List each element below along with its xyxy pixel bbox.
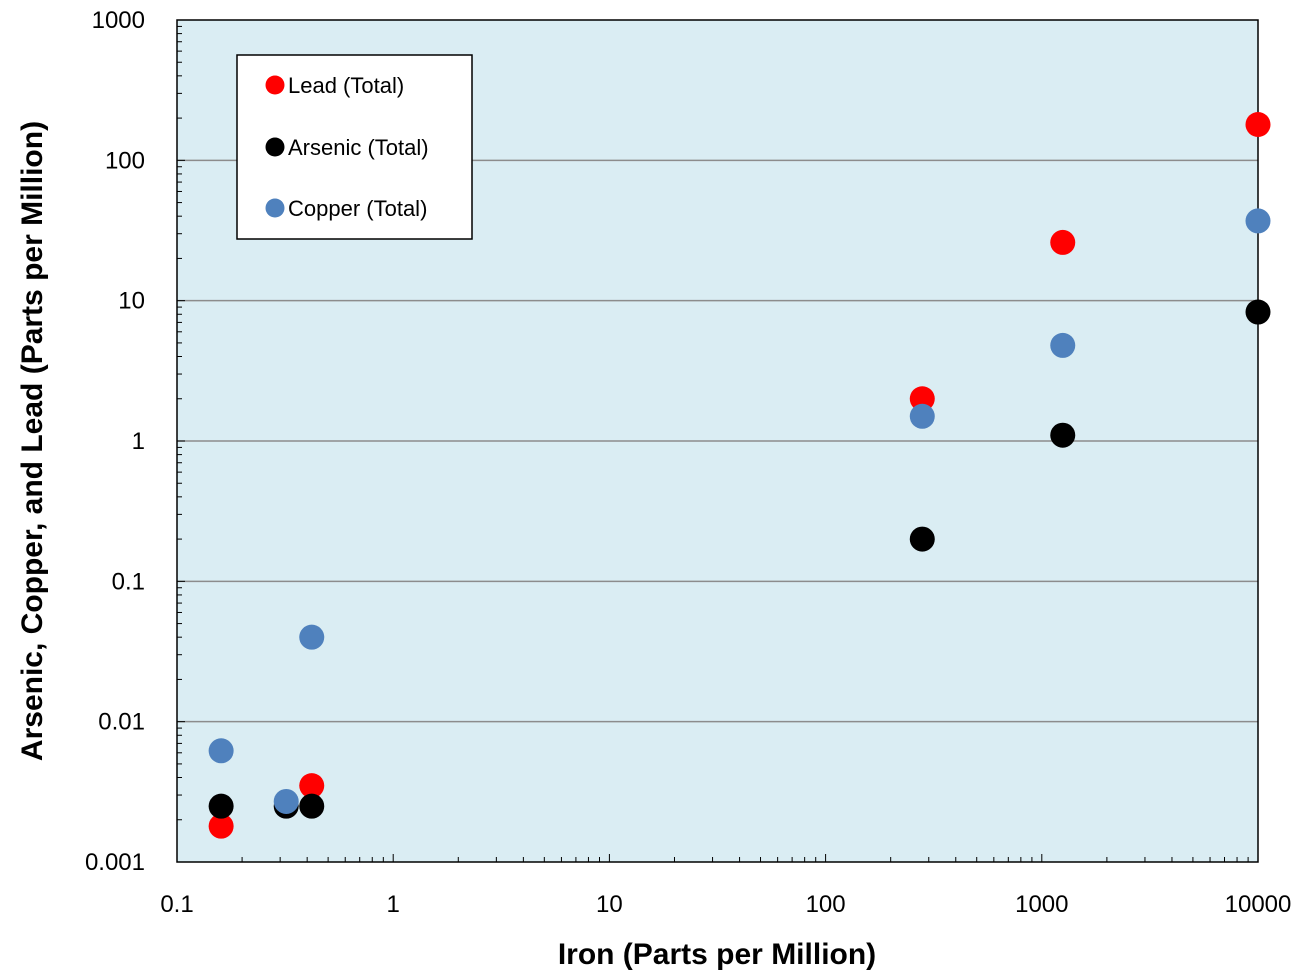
data-point <box>1245 299 1271 325</box>
tick-labels: 0.1 1 10 100 1000 10000 0.001 0.01 0.1 1 10 100 1000 <box>85 7 1291 918</box>
data-point <box>299 773 325 799</box>
x-tick-label: 10 <box>596 891 623 918</box>
data-point <box>208 738 234 764</box>
y-tick-label: 0.1 <box>112 568 145 595</box>
x-tick-label: 0.1 <box>160 891 193 918</box>
plot-frame <box>176 19 1259 863</box>
series-arsenic <box>208 299 1271 819</box>
data-point <box>273 788 299 814</box>
legend-label: Lead (Total) <box>288 73 404 98</box>
x-axis-title: Iron (Parts per Million) <box>558 938 876 971</box>
series-copper <box>208 208 1271 814</box>
data-point <box>1245 112 1271 138</box>
x-tick-label: 1 <box>387 891 400 918</box>
gridlines <box>177 159 1258 723</box>
data-point <box>909 386 935 412</box>
y-tick-label: 1 <box>132 428 145 455</box>
data-point <box>909 403 935 429</box>
legend: Lead (Total) Arsenic (Total) Copper (Total… <box>236 54 473 240</box>
legend-label: Copper (Total) <box>288 196 427 221</box>
data-point <box>299 793 325 819</box>
minor-ticks <box>176 19 1259 863</box>
legend-marker <box>265 198 285 218</box>
legend-marker <box>265 137 285 157</box>
legend-marker <box>265 75 285 95</box>
x-tick-label: 10000 <box>1225 891 1292 918</box>
data-point <box>208 813 234 839</box>
data-point <box>909 526 935 552</box>
data-point <box>208 793 234 819</box>
y-tick-label: 0.001 <box>85 849 145 876</box>
series-lead <box>208 112 1271 839</box>
data-points <box>208 112 1271 839</box>
y-tick-label: 1000 <box>92 7 145 34</box>
legend-label: Arsenic (Total) <box>288 135 429 160</box>
data-point <box>1050 332 1076 358</box>
y-tick-label: 100 <box>105 147 145 174</box>
y-tick-label: 10 <box>118 288 145 315</box>
data-point <box>1050 422 1076 448</box>
y-axis-title: Arsenic, Copper, and Lead (Parts per Mil… <box>16 121 49 761</box>
data-point <box>1050 229 1076 255</box>
y-tick-label: 0.01 <box>98 709 145 736</box>
x-tick-label: 1000 <box>1015 891 1068 918</box>
x-tick-label: 100 <box>806 891 846 918</box>
data-point <box>299 624 325 650</box>
data-point <box>1245 208 1271 234</box>
